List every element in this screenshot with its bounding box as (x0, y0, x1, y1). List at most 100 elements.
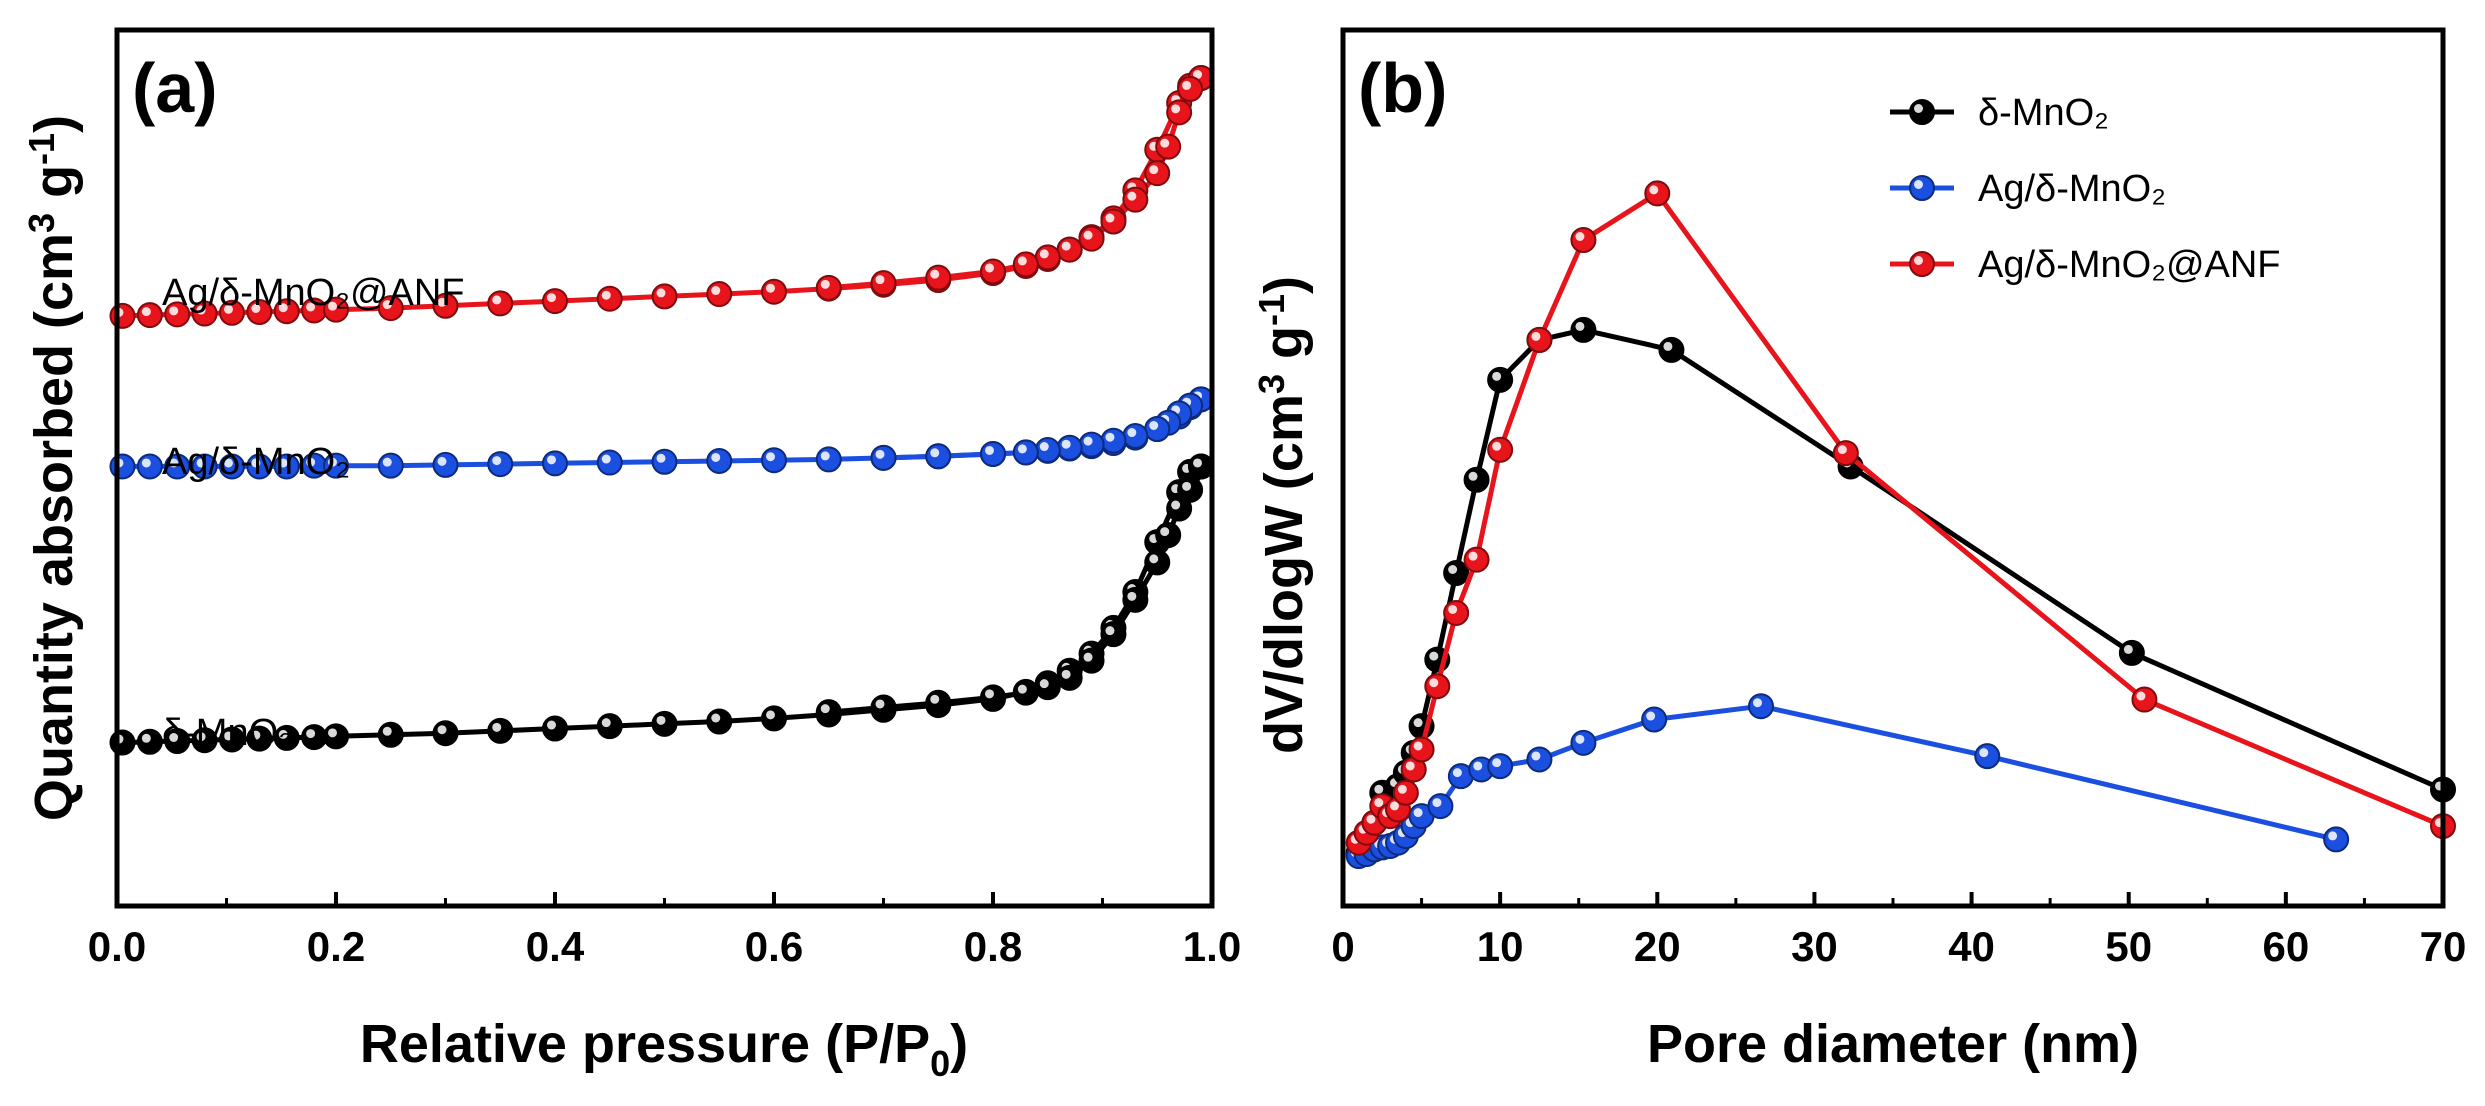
panel-a-d-mno2-adsorption-point (301, 724, 328, 751)
panel-a-ag-d-mno2-anf-adsorption-point-highlight (711, 286, 721, 296)
panel-a-ag-d-mno2-anf-adsorption-point-highlight (328, 301, 337, 311)
panel-a-d-mno2-adsorption-point (136, 728, 163, 755)
panel-b-d-mno2-point (2118, 639, 2145, 666)
panel-a-ag-d-mno2-anf-desorption-point (870, 270, 897, 297)
panel-a-ag-d-mno2-anf-desorption-point-highlight (820, 279, 830, 289)
panel-b-ag-d-mno2-point (2323, 826, 2350, 853)
panel-b-x-axis-title: Pore diameter (nm) (1647, 1014, 2139, 1074)
panel-b-ag-d-mno2-anf-point-highlight (1366, 814, 1376, 824)
panel-a-ag-d-mno2-anf-adsorption-point-highlight (251, 304, 261, 313)
panel-a-d-mno2-adsorption-point-highlight (141, 733, 151, 743)
panel-a-ag-d-mno2-anf-desorption-point (1034, 244, 1061, 271)
panel-b-ag-d-mno2-anf-point (1408, 736, 1435, 763)
panel-a-ag-d-mno2-desorption-point-highlight (1127, 428, 1137, 438)
panel-a-ag-d-mno2-adsorption-point-highlight (601, 454, 611, 464)
panel-a-d-mno2-desorption-point (1034, 674, 1061, 701)
panel-b-ag-d-mno2-anf-point (1443, 599, 1470, 626)
panel-a-d-mno2-desorption-point (870, 694, 897, 721)
panel-b-ag-d-mno2-anf-point-highlight (1390, 801, 1399, 811)
panel-b-ag-d-mno2-point (1427, 793, 1454, 820)
panel-a-d-mno2-adsorption-point-highlight (547, 720, 556, 730)
panel-b-ag-d-mno2-point-highlight (1753, 698, 1762, 708)
panel-b-ag-d-mno2-point (1974, 743, 2001, 770)
panel-a-ag-d-mno2-anf-adsorption-point (542, 288, 568, 315)
panel-a-d-mno2-desorption-point (1155, 522, 1182, 549)
panel-a-d-mno2-desorption-point-highlight (875, 699, 885, 709)
panel-b-ag-d-mno2-point-highlight (1492, 758, 1502, 768)
panel-b-ag-d-mno2-anf-point (1644, 180, 1671, 207)
panel-b-ag-d-mno2-anf-point (1424, 673, 1451, 700)
panel-a-ag-d-mno2-anf-adsorption-point (596, 285, 623, 312)
panel-a-ag-d-mno2-adsorption-point (761, 447, 787, 474)
panel-a-ag-d-mno2-anf-adsorption-point-highlight (196, 305, 206, 315)
panel-a-ag-d-mno2-anf-desorption-point-highlight (1149, 165, 1159, 175)
panel-a-ag-d-mno2-anf-desorption-point (925, 264, 952, 291)
panel-a-x-tick-label: 0.4 (526, 923, 585, 970)
panel-a-d-mno2-adsorption-line (122, 464, 1203, 746)
panel-a-ag-d-mno2-anf-desorption-point (1012, 251, 1039, 278)
panel-a-d-mno2-adsorption-point-highlight (656, 715, 666, 725)
panel-a-x-tick-label: 0.8 (964, 923, 1022, 970)
panel-a-x-axis-title: Relative pressure (P/P0) (360, 1014, 968, 1084)
panel-a-ag-d-mno2-adsorption-point-highlight (437, 456, 447, 466)
series-label-ag-mno2: Ag/δ-MnO₂ (162, 441, 350, 483)
panel-a-d-mno2-adsorption-point-highlight (328, 728, 337, 738)
panel-b-legend-ag-d-mno2-label: Ag/δ-MnO₂ (1978, 168, 2166, 210)
panel-a-ag-d-mno2-desorption-point-highlight (875, 449, 885, 459)
panel-a-d-mno2-adsorption-point (323, 723, 349, 750)
panel-a-d-mno2-adsorption-point-highlight (196, 732, 206, 742)
panel-a-d-mno2-adsorption-point-highlight (223, 731, 233, 741)
panel-a-d-mno2-desorption-point (925, 689, 952, 716)
panel-a-d-mno2-adsorption-point-highlight (766, 710, 775, 720)
panel-a-ag-d-mno2-anf-adsorption-point (651, 283, 678, 310)
panel-b-x-tick-label: 10 (1477, 923, 1524, 970)
panel-a-d-mno2-desorption-point-highlight (1182, 481, 1192, 491)
panel-a-ag-d-mno2-adsorption-point-highlight (223, 458, 233, 468)
panel-a-ag-d-mno2-adsorption-point-highlight (251, 458, 261, 468)
panel-a-x-tick-label: 1.0 (1183, 923, 1241, 970)
panel-a-x-tick-label: 0.0 (88, 923, 146, 970)
panel-b-ag-d-mno2-point-highlight (1531, 751, 1541, 761)
panel-b-legend-ag-d-mno2-anf-marker (1909, 251, 1935, 277)
panel-b: 0 10 20 30 40 50 60 70 (b) δ-MnO₂ Ag/δ-MnO₂ Ag/δ-… (1251, 27, 2467, 1074)
panel-b-ag-d-mno2-point-highlight (2328, 831, 2338, 841)
panel-a-ag-d-mno2-desorption-point (870, 444, 897, 471)
panel-b-ag-d-mno2-anf-point-highlight (1575, 232, 1585, 241)
panel-a-ag-d-mno2-anf-desorption-point-highlight (1171, 104, 1181, 114)
panel-a-ag-d-mno2-desorption-point (1144, 416, 1171, 442)
panel-a-label: (a) (132, 49, 218, 127)
panel-b-x-tick-label: 60 (2262, 923, 2309, 970)
panel-a-ag-d-mno2-adsorption-point-highlight (820, 451, 830, 461)
panel-a-d-mno2-desorption-point-highlight (820, 704, 830, 714)
panel-a-ag-d-mno2-anf-desorption-point-highlight (1017, 256, 1027, 266)
panel-b-ag-d-mno2-point-highlight (1413, 808, 1423, 818)
panel-a-ag-d-mno2-desorption-point (1100, 427, 1127, 454)
panel-a-d-mno2-adsorption-point-highlight (306, 729, 316, 739)
panel-a-ag-d-mno2-adsorption-point-highlight (141, 458, 151, 468)
panel-a-ag-d-mno2-anf-desorption-point-highlight (1061, 241, 1071, 251)
panel-b-ag-d-mno2-anf-point-highlight (1374, 798, 1384, 808)
panel-a-ag-d-mno2-anf-desorption-point-highlight (875, 275, 885, 285)
panel-a-ag-d-mno2-adsorption-point-highlight (382, 457, 392, 467)
panel-a-ag-d-mno2-desorption-point-highlight (1083, 436, 1093, 446)
panel-a-d-mno2-adsorption-point (109, 729, 136, 756)
panel-b-ag-d-mno2-anf-point-highlight (1413, 741, 1423, 751)
panel-a-d-mno2-desorption-point (1188, 453, 1215, 480)
panel-b-ag-d-mno2-anf-point-highlight (1405, 761, 1415, 771)
panel-b-d-mno2-line (1356, 327, 2445, 854)
panel-a-d-mno2-desorption-point (1056, 664, 1083, 691)
panel-a-ag-d-mno2-anf-desorption-point-highlight (1083, 230, 1093, 240)
panel-b-ag-d-mno2-anf-point-highlight (1397, 784, 1407, 794)
panel-b-ag-d-mno2-point-highlight (1575, 734, 1585, 744)
panel-a-ag-d-mno2-anf-desorption-point-highlight (1105, 213, 1115, 223)
panel-a-d-mno2-adsorption-point-highlight (169, 733, 179, 742)
panel-a-ag-d-mno2-adsorption-point (136, 453, 163, 480)
panel-b-ag-d-mno2-anf-line (1356, 190, 2444, 845)
panel-b-x-tick-label: 70 (2420, 923, 2467, 970)
panel-a-ag-d-mno2-adsorption-point-highlight (328, 457, 337, 467)
panel-a-ag-d-mno2-desorption-point-highlight (930, 448, 940, 458)
panel-b-d-mno2-point-highlight (1663, 341, 1673, 351)
panel-a-ag-d-mno2-anf-desorption-point (1078, 225, 1105, 252)
panel-b-ag-d-mno2-anf-point (1487, 436, 1514, 463)
